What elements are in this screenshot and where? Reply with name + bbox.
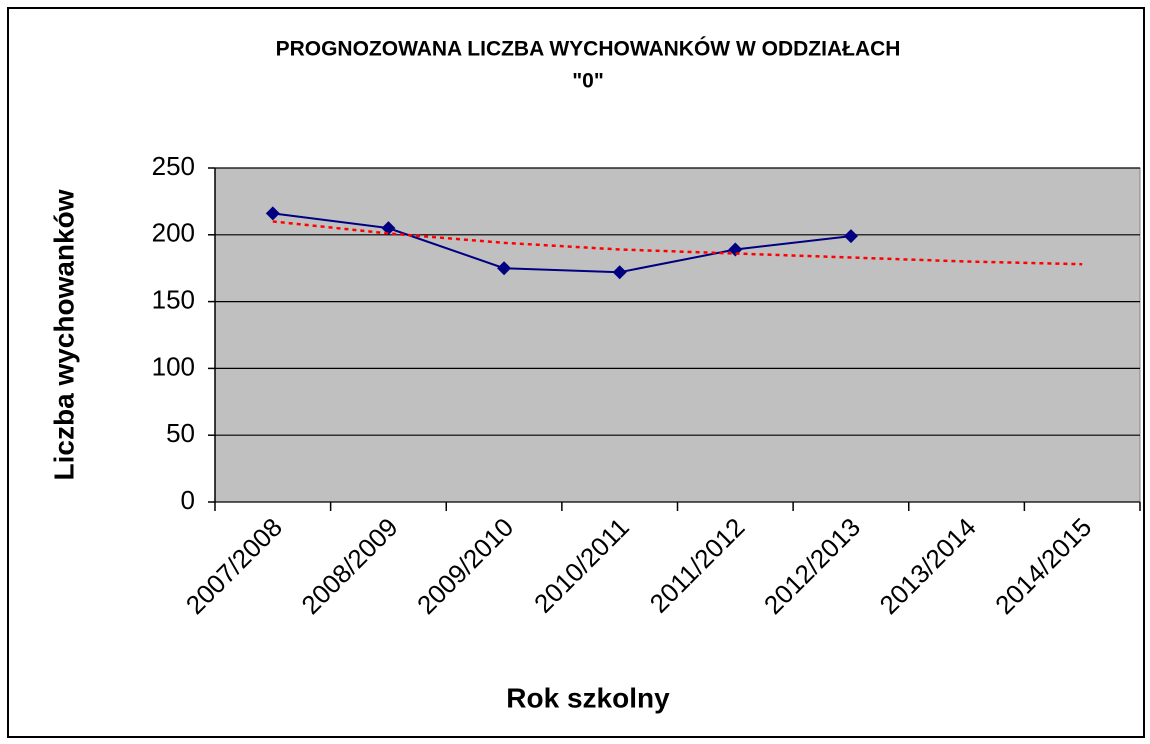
point-marker — [497, 261, 512, 276]
point-marker — [265, 206, 280, 221]
y-tick-label: 150 — [152, 284, 195, 314]
trend-line — [272, 220, 1083, 266]
y-tick-label: 100 — [152, 351, 195, 381]
y-axis-label: Liczba wychowanków — [48, 189, 79, 480]
plot-area — [214, 167, 1141, 503]
point-marker — [381, 221, 396, 236]
chart-title: "0" — [572, 70, 604, 93]
series-line — [272, 212, 852, 274]
chart-title: PROGNOZOWANA LICZBA WYCHOWANKÓW W ODDZIA… — [276, 37, 901, 61]
y-tick-label: 50 — [166, 418, 195, 448]
point-marker — [843, 229, 858, 244]
point-marker — [612, 265, 627, 280]
y-tick-label: 200 — [152, 218, 195, 248]
y-tick-label: 0 — [181, 485, 195, 515]
x-axis-label: Rok szkolny — [506, 682, 670, 713]
y-tick-label: 250 — [152, 151, 195, 181]
